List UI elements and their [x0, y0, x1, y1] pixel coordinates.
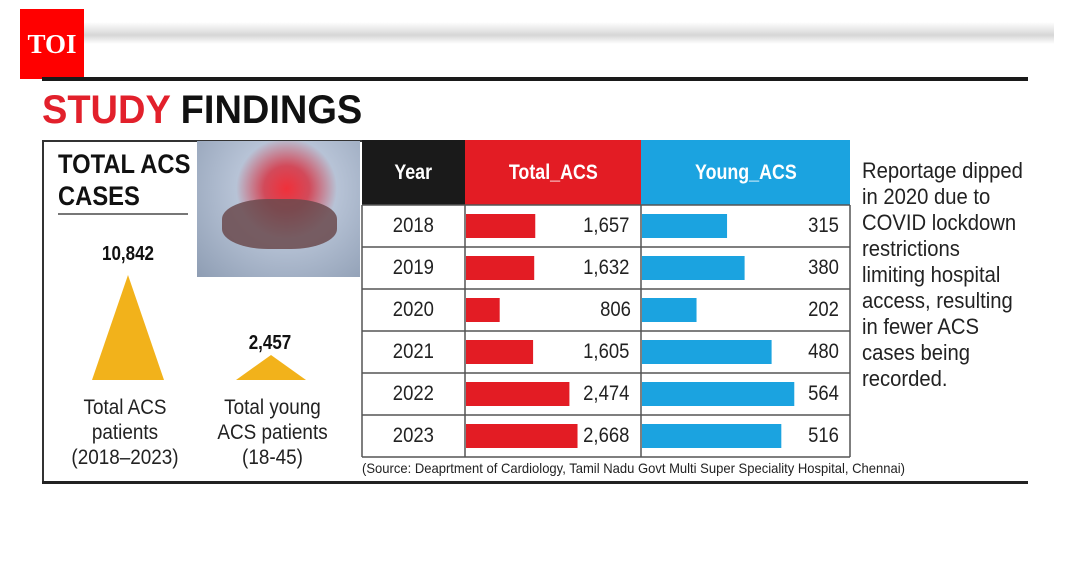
young-bar: [642, 298, 697, 322]
young-cell: 202: [641, 289, 841, 331]
total-value: 1,657: [583, 214, 630, 237]
young-value: 380: [808, 256, 839, 279]
young-bar: [642, 340, 772, 364]
header-label: Young_ACS: [694, 160, 797, 184]
total-value: 806: [600, 298, 631, 321]
top-rule: [42, 77, 1028, 81]
year-label: 2020: [392, 298, 435, 321]
caption-line: Total ACS: [83, 396, 167, 419]
total-cell: 2,668: [465, 415, 633, 457]
young-patients-value: 2,457: [248, 332, 292, 354]
caption-line: (18-45): [242, 446, 303, 469]
young-value: 202: [808, 298, 839, 321]
year-label: 2023: [392, 424, 435, 447]
year-cell: 2018: [362, 205, 465, 247]
total-value: 2,668: [583, 424, 630, 447]
total-caption: Total ACS patients (2018–2023): [62, 395, 188, 470]
panel-heading: TOTAL ACS CASES: [58, 148, 190, 212]
year-cell: 2022: [362, 373, 465, 415]
young-cell: 516: [641, 415, 841, 457]
year-label: 2018: [392, 214, 435, 237]
total-bar: [466, 424, 578, 448]
total-value: 1,605: [583, 340, 630, 363]
title-red: STUDY: [42, 88, 171, 132]
page-title: STUDY FINDINGS: [42, 88, 362, 133]
source-text: (Source: Deaprtment of Cardiology, Tamil…: [362, 460, 905, 476]
young-cell: 380: [641, 247, 841, 289]
year-cell: 2020: [362, 289, 465, 331]
young-cell: 315: [641, 205, 841, 247]
total-cell: 1,632: [465, 247, 633, 289]
year-label: 2021: [392, 340, 435, 363]
caption-line: patients: [91, 421, 159, 444]
caption-line: ACS patients: [217, 421, 328, 444]
young-bar: [642, 424, 782, 448]
total-value: 1,632: [583, 256, 630, 279]
total-value: 2,474: [583, 382, 630, 405]
total-cell: 2,474: [465, 373, 633, 415]
heading-line: CASES: [58, 181, 140, 211]
young-value: 315: [808, 214, 839, 237]
header-young: Young_ACS: [641, 140, 850, 205]
total-bar: [466, 382, 570, 406]
total-bar: [466, 340, 534, 364]
year-label: 2022: [392, 382, 435, 405]
young-triangle: [236, 355, 306, 380]
young-value: 516: [808, 424, 839, 447]
total-cell: 1,657: [465, 205, 633, 247]
header-label: Year: [394, 160, 433, 184]
header-shadow: [84, 22, 1054, 44]
total-triangle: [92, 275, 164, 380]
young-bar: [642, 382, 795, 406]
hands-shape: [222, 199, 337, 249]
total-bar: [466, 214, 536, 238]
year-cell: 2023: [362, 415, 465, 457]
total-cell: 1,605: [465, 331, 633, 373]
year-cell: 2019: [362, 247, 465, 289]
total-cell: 806: [465, 289, 633, 331]
total-patients-value: 10,842: [101, 243, 154, 265]
young-caption: Total young ACS patients (18-45): [207, 395, 338, 470]
young-bar: [642, 256, 745, 280]
header-year: Year: [362, 140, 465, 205]
young-bar: [642, 214, 728, 238]
young-cell: 480: [641, 331, 841, 373]
title-black: FINDINGS: [180, 88, 363, 132]
total-bar: [466, 256, 535, 280]
note-text: Reportage dipped in 2020 due to COVID lo…: [862, 158, 1023, 391]
total-bar: [466, 298, 500, 322]
heading-line: TOTAL ACS: [58, 149, 191, 179]
year-cell: 2021: [362, 331, 465, 373]
header-total: Total_ACS: [465, 140, 641, 205]
young-value: 564: [808, 382, 839, 405]
heart-attack-photo: [197, 141, 360, 277]
caption-line: (2018–2023): [71, 446, 179, 469]
young-cell: 564: [641, 373, 841, 415]
toi-logo[interactable]: TOI: [20, 9, 84, 79]
young-value: 480: [808, 340, 839, 363]
year-label: 2019: [392, 256, 435, 279]
heading-rule: [58, 213, 188, 215]
caption-line: Total young: [224, 396, 321, 419]
bottom-rule: [42, 481, 1028, 484]
header-label: Total_ACS: [508, 160, 598, 184]
